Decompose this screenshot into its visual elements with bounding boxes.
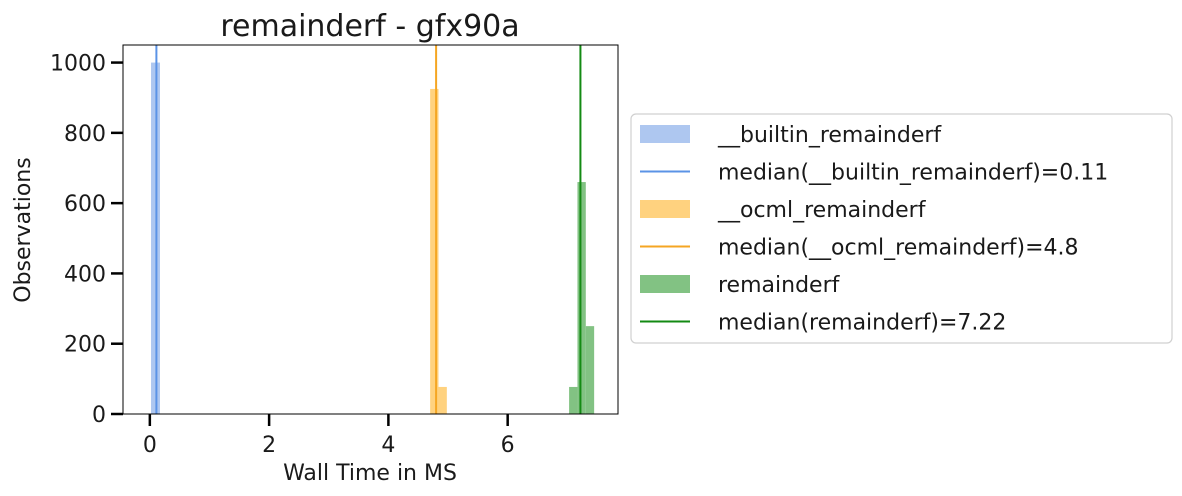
x-tick-label-6: 6: [501, 433, 515, 458]
plot-frame: [122, 44, 619, 415]
legend-label-median-remainderf: median(remainderf)=7.22: [718, 311, 1006, 336]
legend-label-remainderf: remainderf: [718, 273, 841, 298]
y-tick-label-600: 600: [64, 192, 106, 217]
legend-label-builtinremainderf: __builtin_remainderf: [717, 123, 942, 148]
y-tick-label-0: 0: [92, 403, 106, 428]
bars-layer: [151, 62, 595, 415]
legend-label-median-ocmlremainderf: median(__ocml_remainderf)=4.8: [718, 236, 1079, 261]
legend: __builtin_remainderf median(__builtin_rem…: [630, 113, 1173, 344]
legend-swatch-builtinremainderf: [640, 125, 690, 143]
y-tick-label-800: 800: [64, 122, 106, 147]
bar-ocmlremainderf-1: [438, 386, 447, 414]
bar-ocmlremainderf-0: [430, 88, 439, 414]
x-tick-label-2: 2: [262, 433, 276, 458]
legend-label-ocmlremainderf: __ocml_remainderf: [717, 198, 927, 223]
bar-remainderf-0: [569, 386, 578, 414]
y-tick-label-1000: 1000: [50, 52, 106, 77]
bar-remainderf-1: [577, 182, 586, 414]
median-lines-layer: [155, 45, 582, 414]
x-axis: 0 2 4 6: [143, 414, 515, 458]
x-tick-label-0: 0: [143, 433, 157, 458]
chart-title: remainderf - gfx90a: [220, 9, 519, 44]
y-axis-label: Observations: [11, 157, 36, 302]
legend-swatch-remainderf: [640, 275, 690, 293]
y-axis: 0 200 400 600 800 1000: [50, 52, 123, 428]
legend-label-median-builtinremainderf: median(__builtin_remainderf)=0.11: [718, 161, 1108, 186]
legend-swatch-ocmlremainderf: [640, 200, 690, 218]
x-tick-label-4: 4: [381, 433, 395, 458]
legend-frame: [630, 113, 1173, 344]
y-tick-label-400: 400: [64, 262, 106, 287]
bar-remainderf-2: [585, 326, 595, 414]
y-tick-label-200: 200: [64, 333, 106, 358]
x-axis-label: Wall Time in MS: [283, 461, 457, 486]
